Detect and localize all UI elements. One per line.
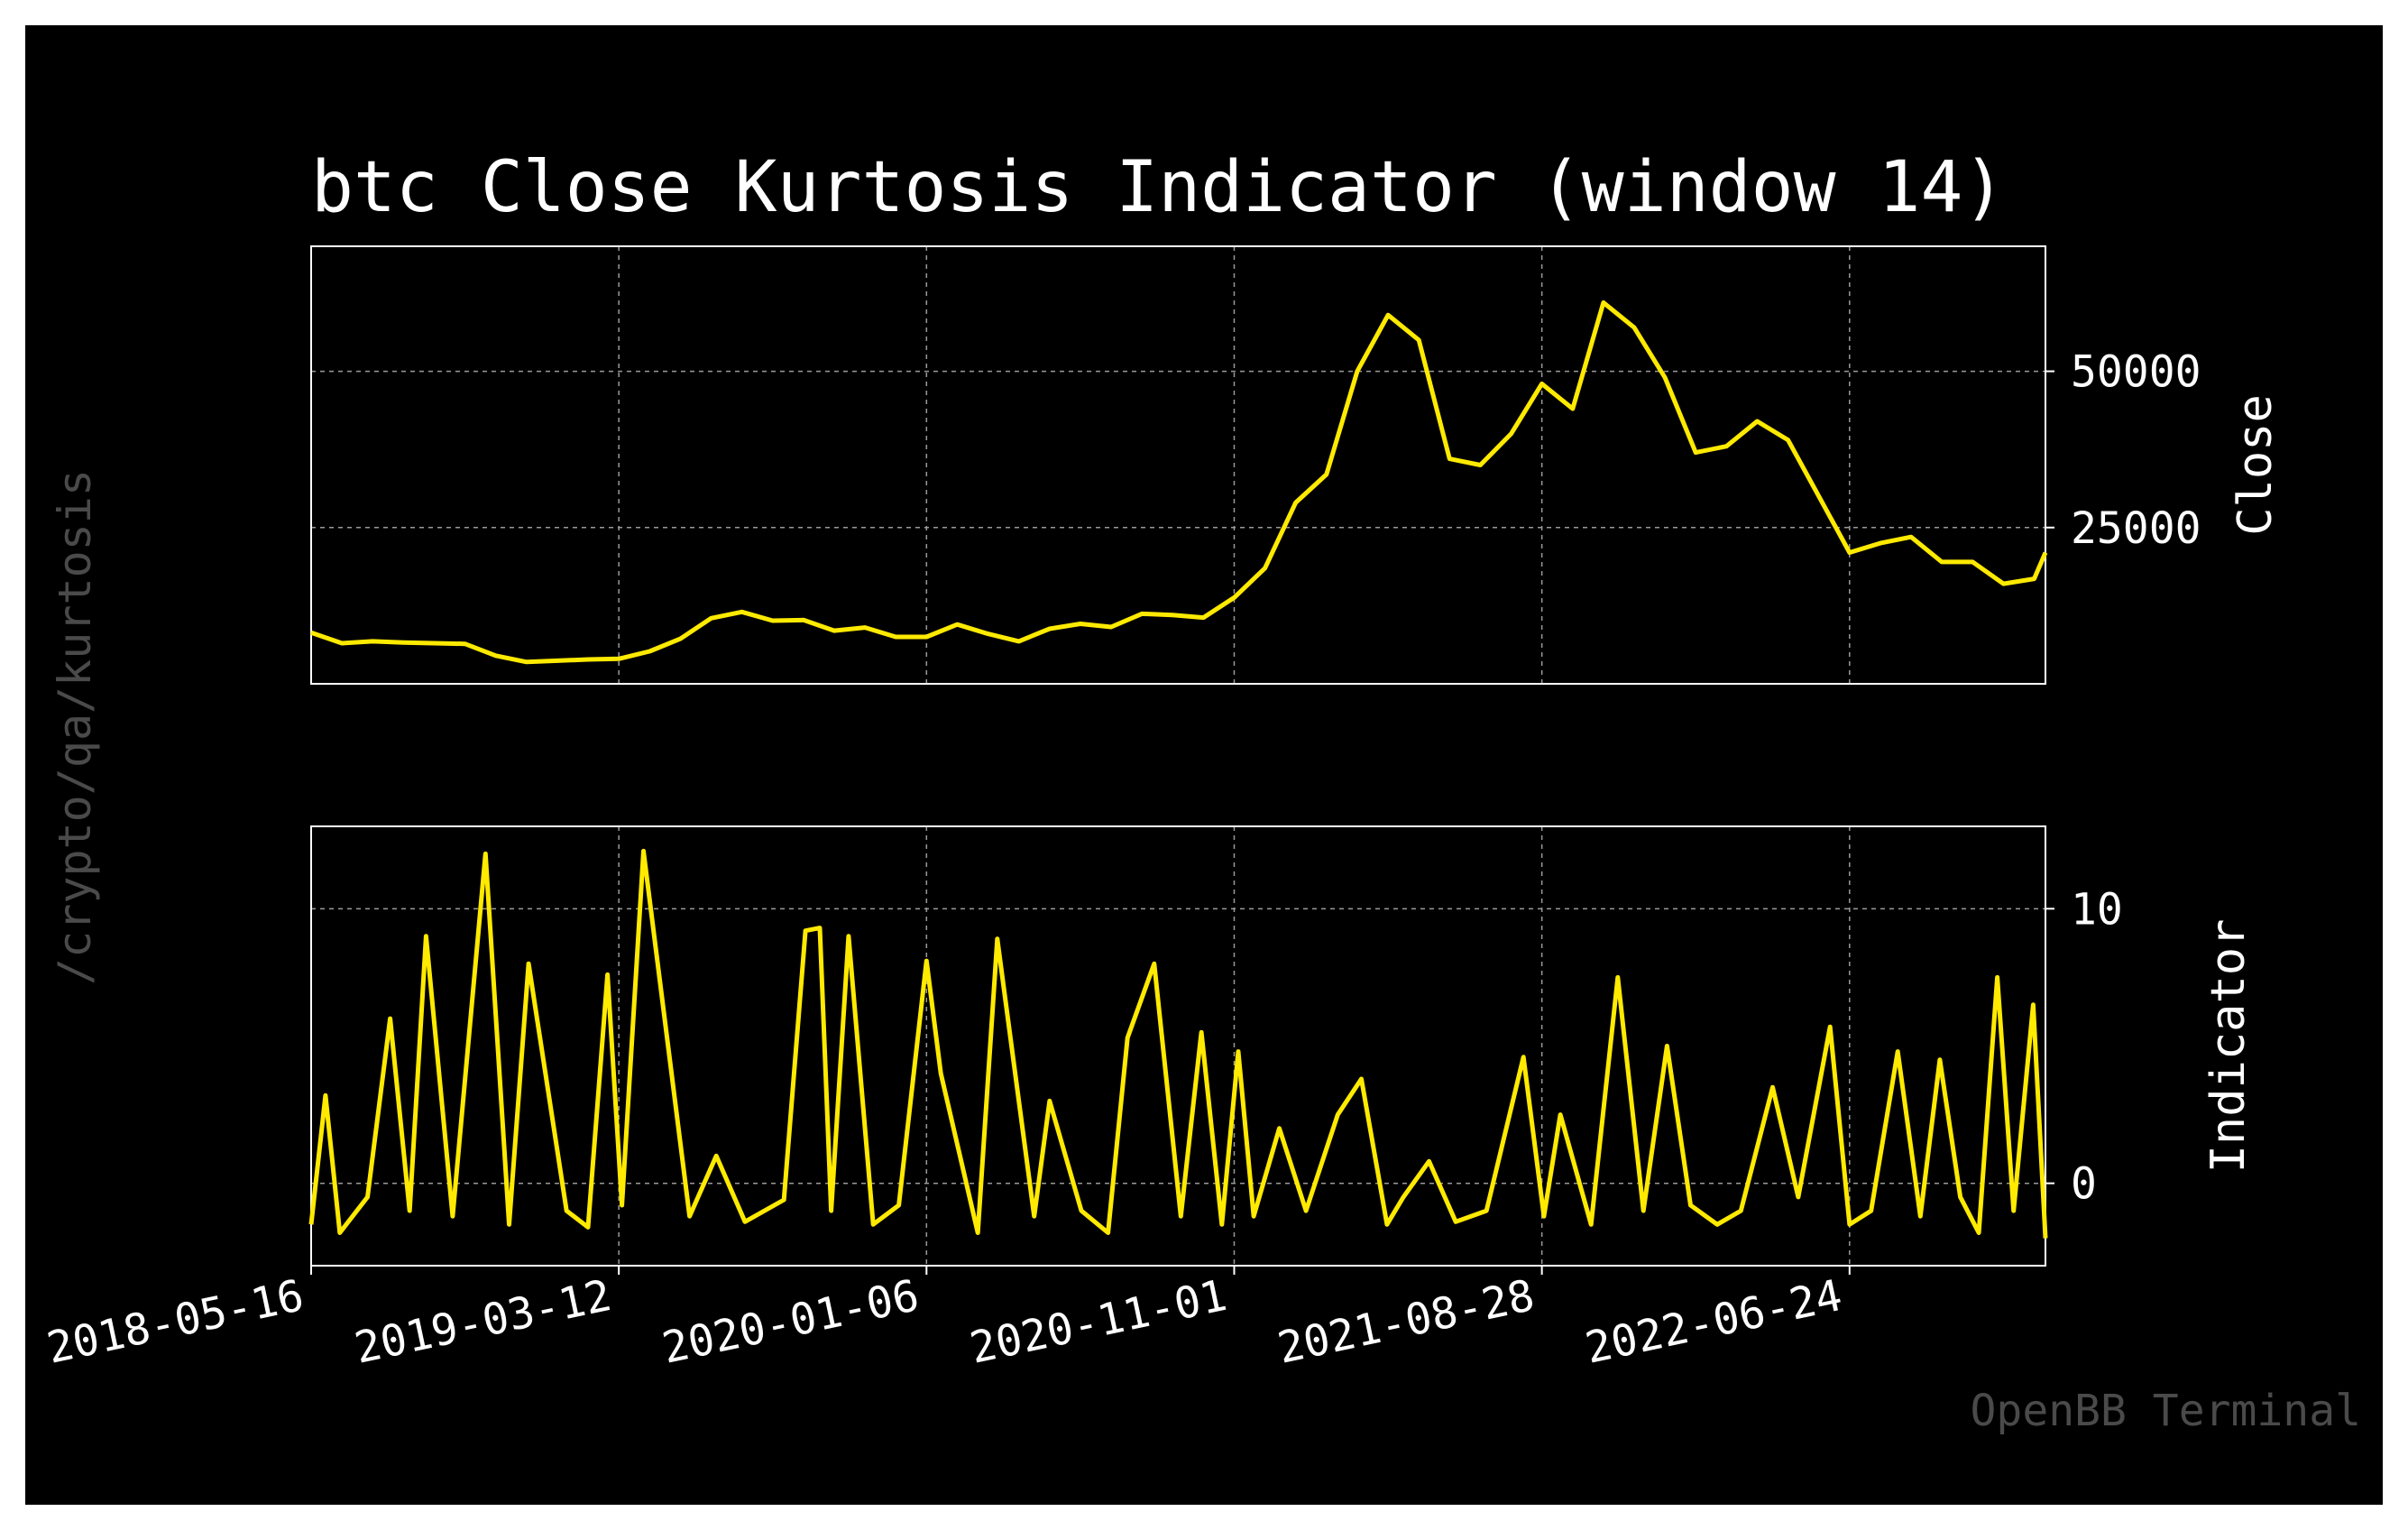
x-tick-label: 2018-05-16 <box>42 1270 308 1374</box>
panels-group: 25000 50000 Close 0 10 Indicator <box>308 245 2283 1267</box>
chart-frame: btc Close Kurtosis Indicator (window 14)… <box>25 25 2383 1505</box>
y-axis-label: Indicator <box>2201 919 2256 1174</box>
chart-title: btc Close Kurtosis Indicator (window 14) <box>311 147 2005 228</box>
panel-frame <box>310 245 2046 685</box>
watermark-text: OpenBB Terminal <box>1971 1386 2361 1436</box>
command-path-label: /crypto/qa/kurtosis <box>49 469 101 985</box>
y-axis-label: Close <box>2229 394 2283 536</box>
indicator-line <box>308 848 2048 1239</box>
y-tick-label: 10 <box>2071 884 2123 935</box>
chart-canvas: btc Close Kurtosis Indicator (window 14)… <box>42 147 2361 1436</box>
close-line <box>310 300 2048 665</box>
panel-frame <box>310 825 2046 1267</box>
x-tick-labels: 2018-05-16 2019-03-12 2020-01-06 2020-11-01… <box>42 1266 1851 1374</box>
y-tick-label: 50000 <box>2071 347 2201 398</box>
y-tick-label: 0 <box>2071 1159 2097 1210</box>
panel-1: 25000 50000 Close <box>310 245 2283 685</box>
x-tick-label: 2022-06-24 <box>1581 1270 1846 1374</box>
x-tick-label: 2020-11-01 <box>966 1270 1231 1374</box>
y-tick-label: 25000 <box>2071 503 2201 554</box>
x-tick-label: 2021-08-28 <box>1273 1270 1539 1374</box>
x-tick-label: 2019-03-12 <box>350 1270 615 1374</box>
panel-2: 0 10 Indicator <box>308 825 2256 1267</box>
x-tick-label: 2020-01-06 <box>658 1270 924 1374</box>
